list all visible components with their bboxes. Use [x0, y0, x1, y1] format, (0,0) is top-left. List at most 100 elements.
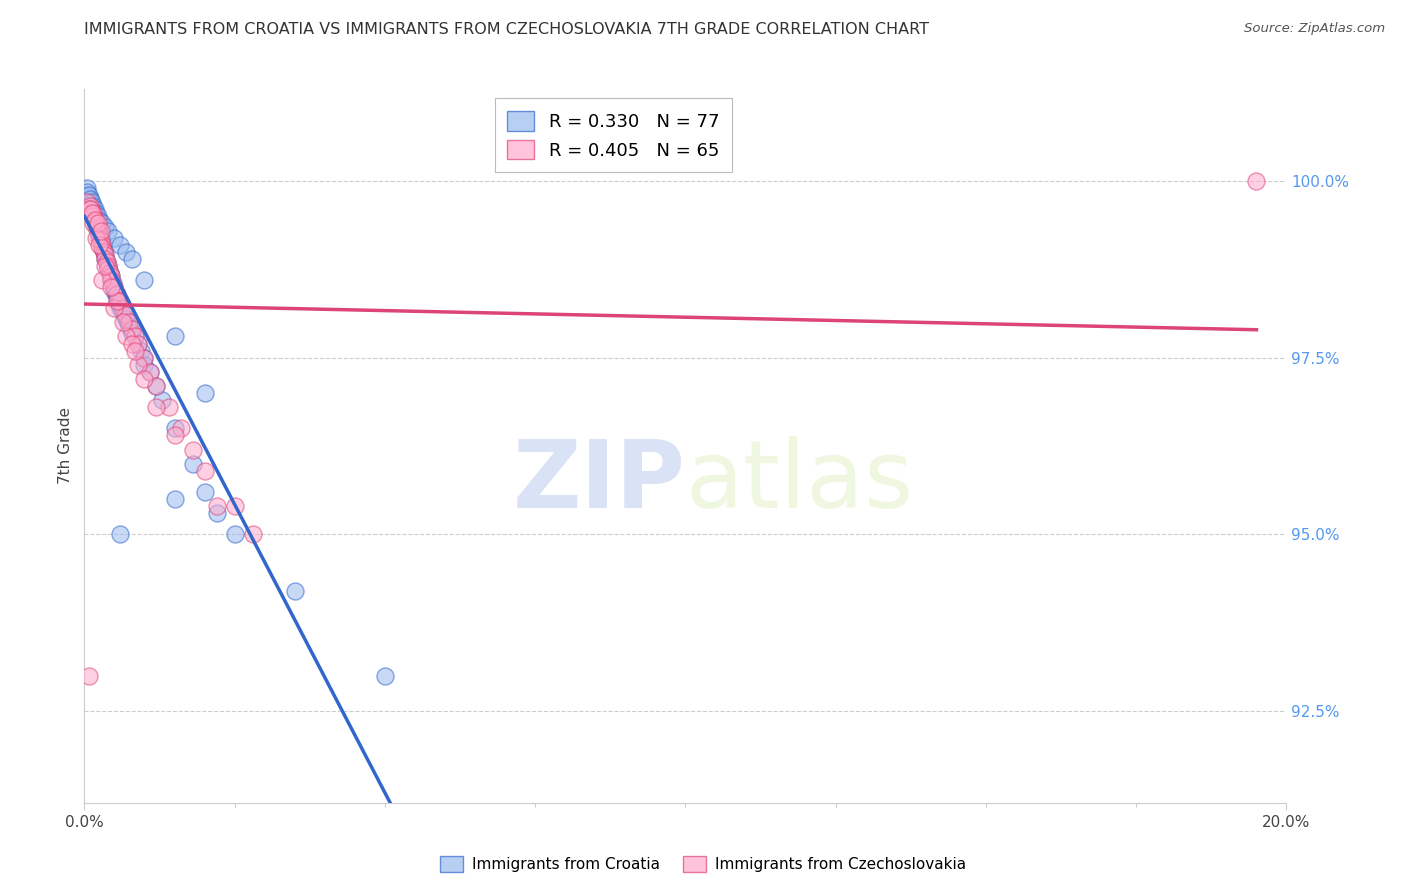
- Point: [115, 311, 138, 326]
- Point: [110, 298, 132, 312]
- Point: [79, 192, 101, 206]
- Point: [94, 252, 117, 266]
- Point: [284, 583, 307, 598]
- Point: [86, 230, 108, 244]
- Point: [127, 336, 149, 351]
- Point: [84, 213, 107, 227]
- Point: [76, 195, 98, 210]
- Point: [181, 442, 204, 457]
- Point: [205, 499, 228, 513]
- Point: [76, 188, 98, 202]
- Point: [124, 329, 146, 343]
- Text: ZIP: ZIP: [513, 435, 686, 528]
- Point: [90, 223, 112, 237]
- Point: [145, 379, 167, 393]
- Point: [181, 457, 204, 471]
- Point: [91, 241, 114, 255]
- Point: [97, 262, 120, 277]
- Point: [80, 206, 103, 220]
- Point: [224, 499, 246, 513]
- Point: [86, 223, 108, 237]
- Point: [134, 358, 156, 372]
- Point: [112, 315, 135, 329]
- Point: [79, 202, 101, 217]
- Point: [89, 213, 111, 227]
- Point: [103, 277, 125, 291]
- Point: [97, 262, 120, 277]
- Point: [224, 527, 246, 541]
- Text: Source: ZipAtlas.com: Source: ZipAtlas.com: [1244, 22, 1385, 36]
- Point: [93, 244, 115, 259]
- Point: [134, 351, 156, 365]
- Point: [103, 284, 125, 298]
- Point: [79, 192, 101, 206]
- Point: [114, 308, 136, 322]
- Point: [112, 305, 135, 319]
- Point: [82, 202, 104, 217]
- Point: [131, 343, 153, 358]
- Point: [104, 287, 127, 301]
- Point: [77, 668, 100, 682]
- Point: [121, 336, 143, 351]
- Point: [103, 280, 125, 294]
- Point: [96, 255, 118, 269]
- Point: [89, 230, 111, 244]
- Point: [86, 210, 108, 224]
- Point: [98, 266, 121, 280]
- Point: [84, 210, 107, 224]
- Point: [117, 315, 139, 329]
- Point: [86, 219, 108, 234]
- Point: [91, 273, 114, 287]
- Point: [79, 199, 101, 213]
- Point: [82, 206, 104, 220]
- Point: [91, 237, 114, 252]
- Point: [1246, 174, 1268, 188]
- Point: [115, 308, 138, 322]
- Point: [86, 206, 108, 220]
- Point: [76, 185, 98, 199]
- Point: [77, 188, 100, 202]
- Point: [76, 181, 98, 195]
- Point: [100, 280, 122, 294]
- Point: [82, 206, 104, 220]
- Point: [134, 351, 156, 365]
- Point: [103, 230, 125, 244]
- Text: atlas: atlas: [686, 435, 914, 528]
- Point: [145, 400, 167, 414]
- Point: [107, 294, 129, 309]
- Point: [242, 527, 264, 541]
- Point: [91, 241, 114, 255]
- Point: [89, 227, 111, 241]
- Point: [98, 266, 121, 280]
- Point: [110, 237, 132, 252]
- Point: [163, 329, 186, 343]
- Point: [91, 234, 114, 248]
- Point: [94, 248, 117, 262]
- Point: [94, 259, 117, 273]
- Point: [194, 484, 217, 499]
- Point: [163, 421, 186, 435]
- Point: [94, 219, 117, 234]
- Point: [79, 202, 101, 217]
- Point: [152, 393, 174, 408]
- Point: [107, 287, 129, 301]
- Point: [86, 219, 108, 234]
- Point: [115, 329, 138, 343]
- Point: [84, 213, 107, 227]
- Point: [145, 379, 167, 393]
- Point: [127, 336, 149, 351]
- Point: [121, 252, 143, 266]
- Point: [97, 223, 120, 237]
- Point: [100, 269, 122, 284]
- Legend: R = 0.330   N = 77, R = 0.405   N = 65: R = 0.330 N = 77, R = 0.405 N = 65: [495, 98, 733, 172]
- Point: [100, 273, 122, 287]
- Point: [157, 400, 180, 414]
- Point: [103, 280, 125, 294]
- Point: [80, 195, 103, 210]
- Point: [100, 269, 122, 284]
- Legend: Immigrants from Croatia, Immigrants from Czechoslovakia: Immigrants from Croatia, Immigrants from…: [432, 848, 974, 880]
- Point: [127, 358, 149, 372]
- Y-axis label: 7th Grade: 7th Grade: [58, 408, 73, 484]
- Point: [89, 227, 111, 241]
- Point: [108, 294, 131, 309]
